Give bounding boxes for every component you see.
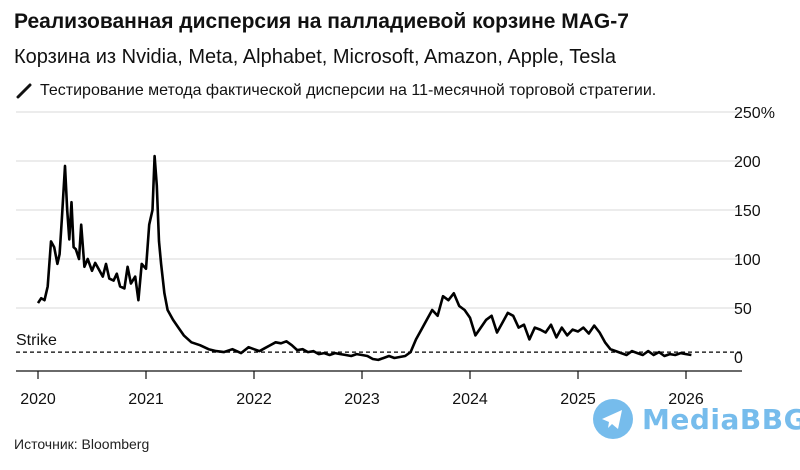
y-tick-label: 200 (734, 154, 761, 171)
x-tick-label: 2026 (668, 391, 704, 408)
pencil-icon (16, 83, 32, 99)
chart-subtitle: Корзина из Nvidia, Meta, Alphabet, Micro… (14, 46, 616, 68)
strike-label: Strike (16, 332, 57, 349)
telegram-icon (593, 399, 633, 439)
x-tick-label: 2021 (128, 391, 164, 408)
x-tick-label: 2024 (452, 391, 488, 408)
y-tick-label: 50 (734, 301, 752, 318)
y-axis: 0 50 100 150 200 250% (734, 105, 775, 367)
y-tick-label: 0 (734, 350, 743, 367)
gridlines (16, 111, 742, 309)
x-tick-label: 2023 (344, 391, 380, 408)
watermark-text: MediaBBG (642, 402, 800, 436)
series-line (36, 154, 692, 362)
watermark: MediaBBG (592, 398, 800, 440)
chart-title: Реализованная дисперсия на палладиевой к… (14, 10, 629, 33)
chart-note-text: Тестирование метода фактической дисперси… (40, 82, 657, 99)
strike-marker: Strike (16, 332, 742, 353)
source-note: Источник: Bloomberg (14, 436, 150, 452)
chart-note: Тестирование метода фактической дисперси… (16, 82, 656, 100)
y-tick-label: 100 (734, 252, 761, 269)
y-tick-label: 250% (734, 105, 775, 122)
x-tick-label: 2022 (236, 391, 272, 408)
series (36, 154, 692, 362)
x-tick-label: 2020 (20, 391, 56, 408)
y-tick-label: 150 (734, 203, 761, 220)
x-axis: 2020 2021 2022 2023 2024 2025 2026 (16, 370, 742, 408)
x-tick-label: 2025 (560, 391, 596, 408)
